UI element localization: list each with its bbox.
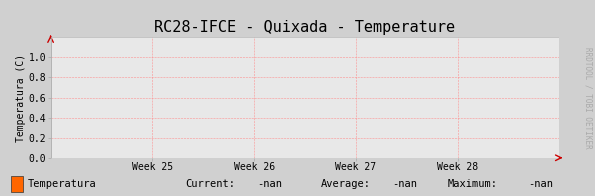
- Text: RRDTOOL / TOBI OETIKER: RRDTOOL / TOBI OETIKER: [583, 47, 593, 149]
- Text: Maximum:: Maximum:: [447, 179, 497, 189]
- Y-axis label: Temperatura (C): Temperatura (C): [16, 54, 26, 142]
- Bar: [11, 176, 23, 192]
- Text: -nan: -nan: [257, 179, 282, 189]
- Text: Temperatura: Temperatura: [28, 179, 96, 189]
- Title: RC28-IFCE - Quixada - Temperature: RC28-IFCE - Quixada - Temperature: [154, 20, 456, 35]
- Text: -nan: -nan: [393, 179, 418, 189]
- Text: Average:: Average:: [321, 179, 371, 189]
- Text: Current:: Current:: [185, 179, 235, 189]
- Text: -nan: -nan: [528, 179, 553, 189]
